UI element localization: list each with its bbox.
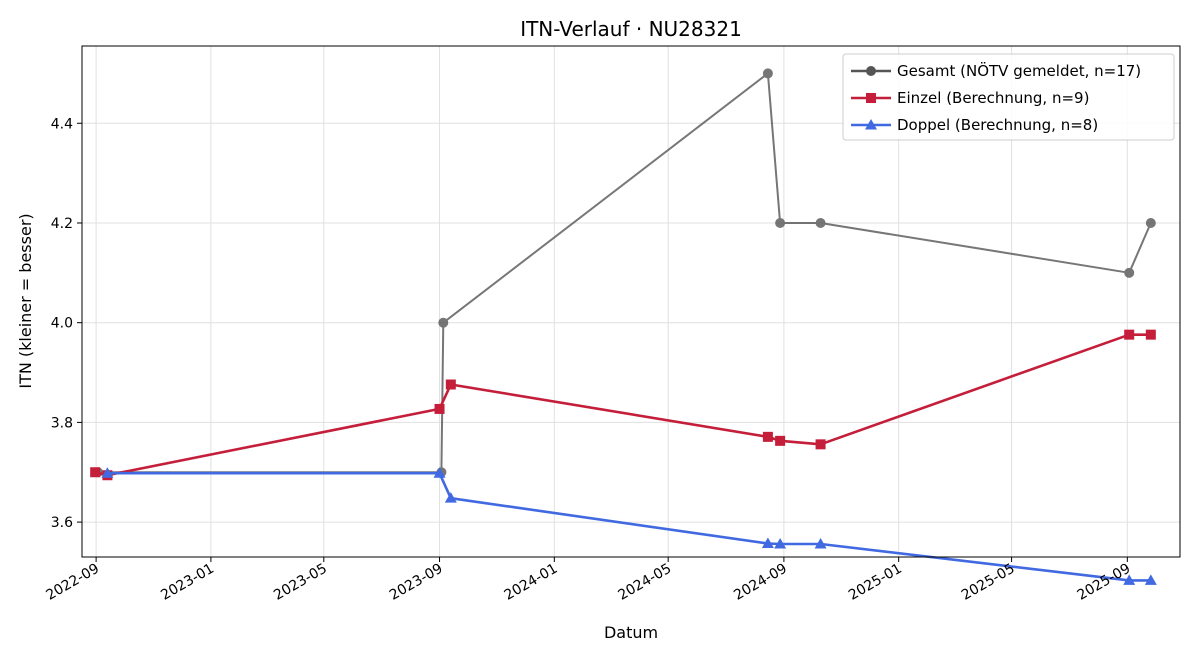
data-point: 2024-08-28: 3.556 — [774, 538, 787, 549]
legend: Gesamt (NÖTV gemeldet, n=17) Einzel (Bere… — [842, 53, 1175, 141]
legend-circle-icon — [866, 66, 876, 76]
data-point: 2024-08-15: 3.557 — [761, 537, 774, 549]
x-tick-label: 2025-05 — [959, 561, 1018, 604]
x-axis-label: Datum — [604, 623, 658, 642]
data-point: 2023-09-13: 3.876 — [445, 379, 456, 390]
data-point: 2024-08-28: 4.2 — [775, 217, 786, 228]
x-tick-label: 2025-01 — [846, 561, 905, 604]
x-tick-label: 2022-09 — [43, 561, 102, 604]
legend-box — [842, 53, 1175, 141]
legend-triangle-icon — [865, 119, 877, 130]
data-point: 2025-09-26: 3.976 — [1145, 329, 1156, 340]
x-tick-label: 2023-01 — [158, 561, 217, 604]
grid — [82, 46, 1180, 557]
y-tick-label: 3.6 — [51, 515, 73, 531]
x-tick-label: 2023-09 — [387, 561, 446, 604]
data-point: 2023-09-13: 3.648 — [444, 492, 457, 503]
x-tick-label: 2025-09 — [1075, 561, 1134, 604]
series-line — [98, 72, 1152, 474]
series-line — [94, 333, 1151, 477]
data-point: 2022-08-31: 3.7 — [90, 467, 101, 478]
y-tick-label: 4.0 — [51, 316, 73, 332]
y-tick-label: 4.4 — [51, 116, 73, 132]
data-point: 2024-10-10: 3.556 — [814, 538, 827, 549]
data-point: 2023-09-05: 4 — [438, 317, 449, 328]
data-point: 2023-09-01: 3.827 — [434, 403, 445, 414]
series-square: 2022-08-31: 3.72022-09-13: 3.6942023-09-… — [90, 329, 1156, 481]
series-triangle: 2022-09-13: 3.698 2023-09-01: 3.698 2023-0… — [101, 467, 1157, 585]
data-point: 2024-08-15: 3.771 — [762, 431, 773, 442]
legend-label: Gesamt (NÖTV gemeldet, n=17) — [897, 61, 1141, 80]
plot-frame — [81, 45, 1181, 558]
series-layer: 2022-09-03: 3.72023-09-03: 3.72023-09-05… — [90, 68, 1157, 585]
legend-label: Einzel (Berechnung, n=9) — [897, 89, 1089, 107]
x-tick-label: 2023-05 — [271, 561, 330, 604]
data-point: 2025-09-03: 3.483 — [1123, 574, 1136, 585]
data-point: 2025-09-26: 3.483 — [1144, 574, 1157, 585]
legend-square-icon — [866, 93, 876, 103]
x-tick-label: 2024-01 — [502, 561, 561, 604]
y-tick-label: 4.2 — [51, 216, 73, 232]
y-tick-label: 3.8 — [51, 415, 73, 431]
data-point: 2024-08-15: 4.5 — [762, 68, 773, 79]
data-point: 2024-10-10: 4.2 — [815, 217, 826, 228]
axes: 2022-09 2023-01 2023-05 2023-09 2024-01 2024-… — [43, 116, 1133, 603]
data-point: 2022-09-13: 3.698 — [101, 467, 114, 478]
data-point: 2025-09-03: 4.1 — [1124, 267, 1135, 278]
chart-title: ITN-Verlauf · NU28321 — [520, 17, 742, 41]
data-point: 2025-09-03: 3.976 — [1124, 329, 1135, 340]
data-point: 2025-09-26: 4.2 — [1145, 217, 1156, 228]
legend-label: Doppel (Berechnung, n=8) — [897, 116, 1098, 134]
x-tick-label: 2024-05 — [616, 561, 675, 604]
y-axis-label: ITN (kleiner = besser) — [16, 213, 35, 388]
data-point: 2024-10-10: 3.756 — [815, 439, 826, 450]
series-line — [107, 471, 1151, 582]
data-point: 2024-08-28: 3.763 — [775, 435, 786, 446]
x-tick-label: 2024-09 — [731, 561, 790, 604]
data-point: 2023-09-01: 3.698 — [433, 467, 446, 478]
